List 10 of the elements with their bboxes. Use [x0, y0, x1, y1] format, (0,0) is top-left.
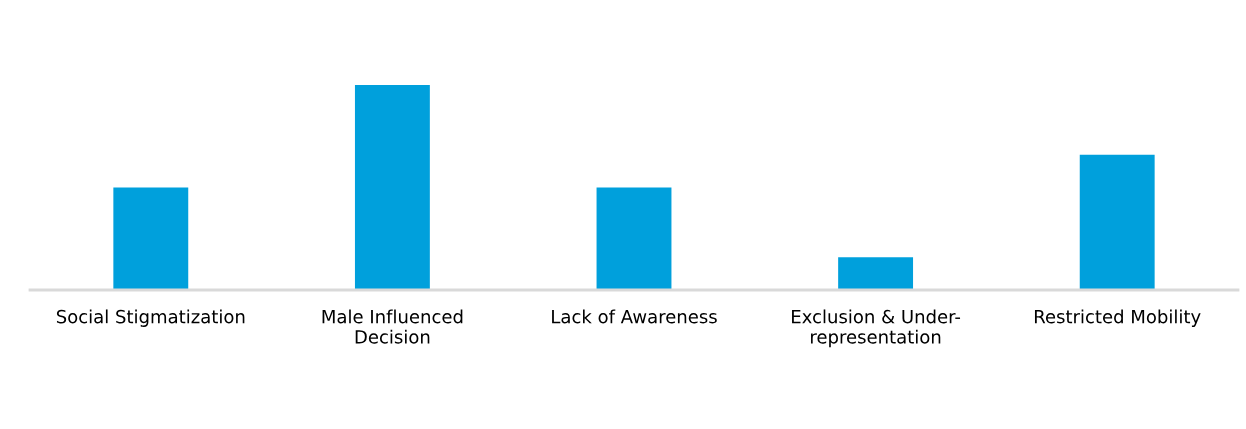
x-tick-label: Exclusion & Under- representation: [792, 309, 961, 348]
x-tick-label: Restricted Mobility: [1034, 309, 1201, 327]
x-tick-label: Lack of Awareness: [552, 309, 717, 324]
x-tick-label: Social Stigmatization: [56, 309, 245, 327]
bar: [596, 187, 672, 290]
bar: [354, 85, 430, 290]
x-tick-label: Male Influenced Decision: [322, 309, 463, 344]
bar: [1079, 154, 1155, 290]
bar: [838, 257, 914, 290]
bar: [113, 187, 189, 290]
